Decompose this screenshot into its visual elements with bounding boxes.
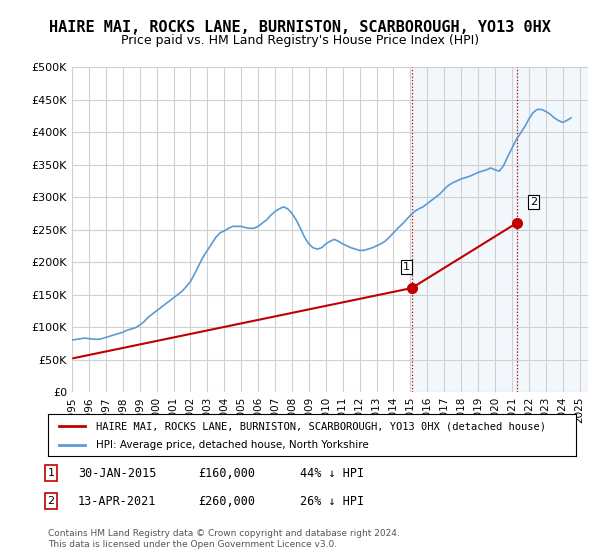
Text: 2: 2 [530, 197, 537, 207]
Text: Price paid vs. HM Land Registry's House Price Index (HPI): Price paid vs. HM Land Registry's House … [121, 34, 479, 46]
Text: 30-JAN-2015: 30-JAN-2015 [78, 466, 157, 480]
Text: £160,000: £160,000 [198, 466, 255, 480]
Text: £260,000: £260,000 [198, 494, 255, 508]
Text: HAIRE MAI, ROCKS LANE, BURNISTON, SCARBOROUGH, YO13 0HX (detached house): HAIRE MAI, ROCKS LANE, BURNISTON, SCARBO… [95, 421, 545, 431]
Text: HAIRE MAI, ROCKS LANE, BURNISTON, SCARBOROUGH, YO13 0HX: HAIRE MAI, ROCKS LANE, BURNISTON, SCARBO… [49, 20, 551, 35]
Text: 1: 1 [403, 262, 410, 272]
Text: Contains HM Land Registry data © Crown copyright and database right 2024.
This d: Contains HM Land Registry data © Crown c… [48, 529, 400, 549]
Bar [517, 67, 588, 392]
Text: 44% ↓ HPI: 44% ↓ HPI [300, 466, 364, 480]
Text: HPI: Average price, detached house, North Yorkshire: HPI: Average price, detached house, Nort… [95, 440, 368, 450]
Text: 13-APR-2021: 13-APR-2021 [78, 494, 157, 508]
Text: 2: 2 [47, 496, 55, 506]
Text: 1: 1 [47, 468, 55, 478]
Text: 26% ↓ HPI: 26% ↓ HPI [300, 494, 364, 508]
Bar [412, 67, 517, 392]
